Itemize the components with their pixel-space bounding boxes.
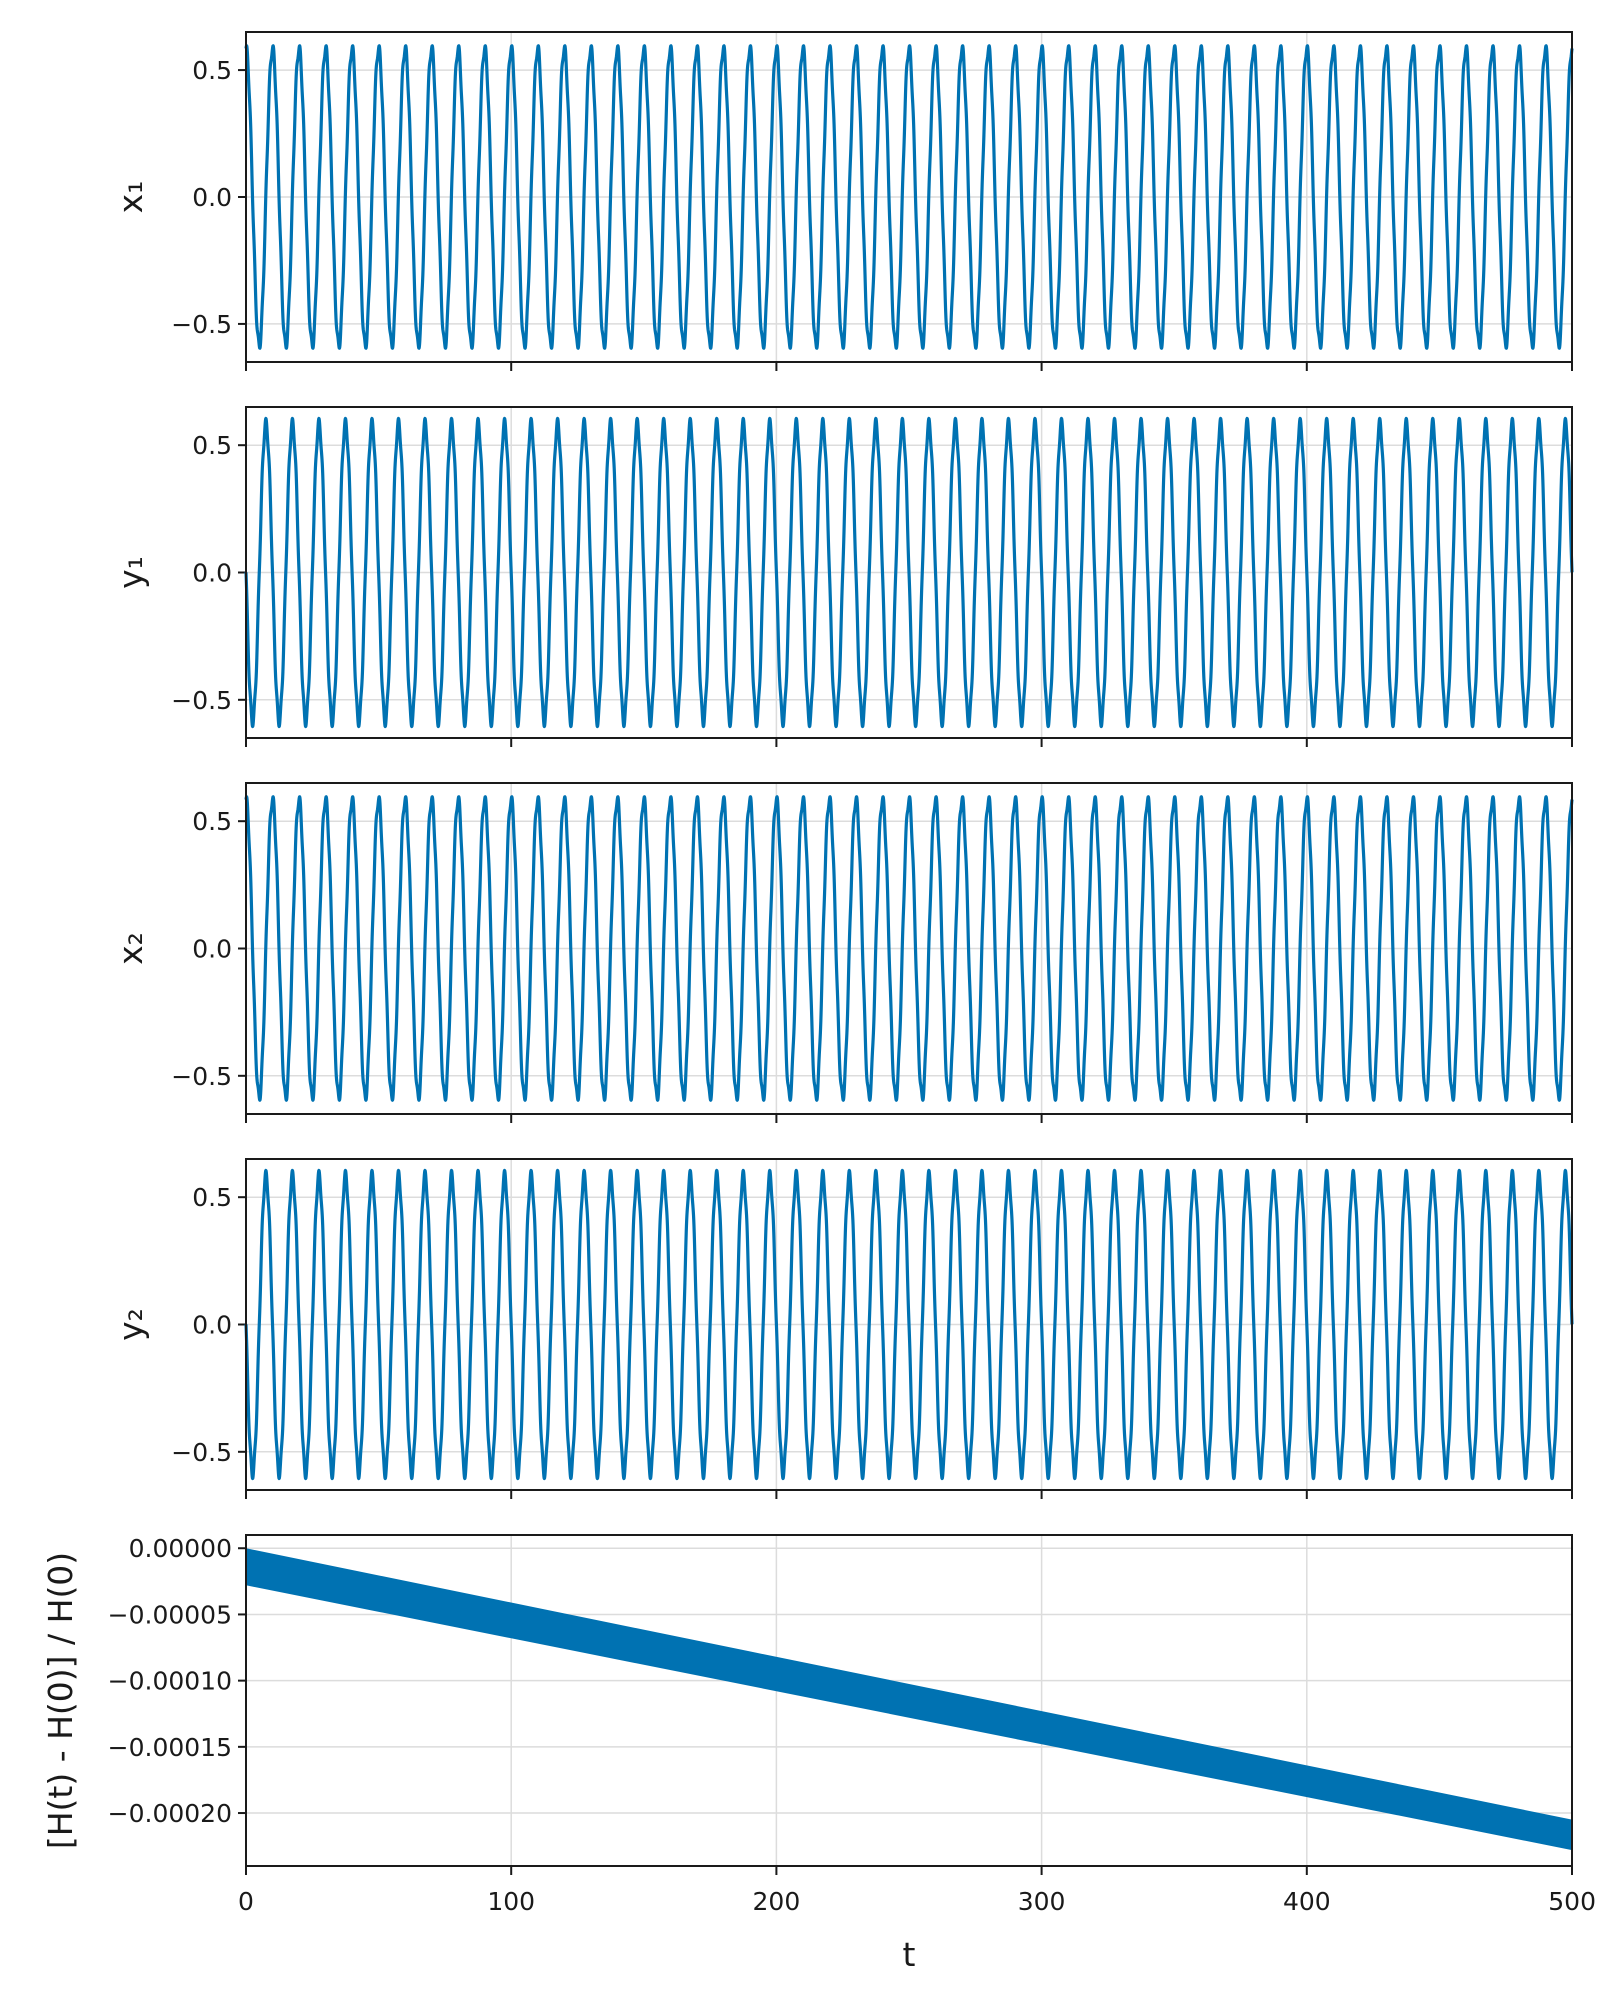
x2-ytick-label-0: 0.5 <box>192 807 232 836</box>
panel-x2: 0.5 0.0 −0.5 x₂ <box>111 782 1574 1123</box>
y1-x-ticks <box>245 738 1573 747</box>
energy-ytick-label-2: −0.00010 <box>108 1667 232 1696</box>
energy-ytick-label-1: −0.00005 <box>108 1600 232 1629</box>
x2-series-line <box>244 795 1574 1102</box>
y2-series-line <box>244 1168 1574 1481</box>
y1-frame <box>245 406 1573 739</box>
x2-frame <box>245 782 1573 1115</box>
x1-x-ticks <box>245 362 1573 371</box>
x2-ytick-label-1: 0.0 <box>192 935 232 964</box>
panel-y1: 0.5 0.0 −0.5 y₁ <box>111 406 1574 747</box>
y2-ytick-label-2: −0.5 <box>171 1438 232 1467</box>
xtick-label-0: 0 <box>238 1887 254 1916</box>
y2-x-ticks <box>245 1490 1573 1499</box>
y2-ytick-label-1: 0.0 <box>192 1311 232 1340</box>
x1-ylabel: x₁ <box>111 181 150 214</box>
xtick-label-3: 300 <box>1018 1887 1066 1916</box>
xtick-label-1: 100 <box>487 1887 535 1916</box>
y2-ylabel: y₂ <box>111 1308 150 1341</box>
x1-ytick-label-1: 0.0 <box>192 183 232 212</box>
x2-ytick-label-2: −0.5 <box>171 1062 232 1091</box>
y1-ytick-label-0: 0.5 <box>192 431 232 460</box>
y1-ylabel: y₁ <box>111 556 150 589</box>
y1-series-line <box>244 416 1574 729</box>
energy-ytick-label-4: −0.00020 <box>108 1799 232 1828</box>
energy-ytick-label-3: −0.00015 <box>108 1733 232 1762</box>
panel-x1: 0.5 0.0 −0.5 x₁ <box>111 31 1574 371</box>
y2-ytick-label-0: 0.5 <box>192 1183 232 1212</box>
y1-ytick-label-2: −0.5 <box>171 686 232 715</box>
energy-x-ticks <box>245 1866 1573 1875</box>
xtick-label-2: 200 <box>753 1887 801 1916</box>
energy-frame <box>245 1534 1573 1867</box>
energy-ytick-label-0: 0.00000 <box>129 1534 232 1563</box>
x2-ylabel: x₂ <box>111 932 150 965</box>
x1-frame <box>245 31 1573 363</box>
energy-ylabel: [H(t) - H(0)] / H(0) <box>41 1552 80 1849</box>
x-axis-label: t <box>903 1935 916 1974</box>
x1-ytick-label-0: 0.5 <box>192 56 232 85</box>
xtick-label-5: 500 <box>1548 1887 1596 1916</box>
x1-series-line <box>244 44 1574 350</box>
energy-error-band <box>246 1548 1572 1851</box>
x1-ytick-label-2: −0.5 <box>171 310 232 339</box>
x2-x-ticks <box>245 1114 1573 1123</box>
y2-frame <box>245 1158 1573 1491</box>
panel-y2: 0.5 0.0 −0.5 y₂ <box>111 1158 1574 1499</box>
y1-ytick-label-1: 0.0 <box>192 559 232 588</box>
xtick-label-4: 400 <box>1283 1887 1331 1916</box>
panel-energy-error: 0.00000 −0.00005 −0.00010 −0.00015 −0.00… <box>41 1534 1596 1974</box>
